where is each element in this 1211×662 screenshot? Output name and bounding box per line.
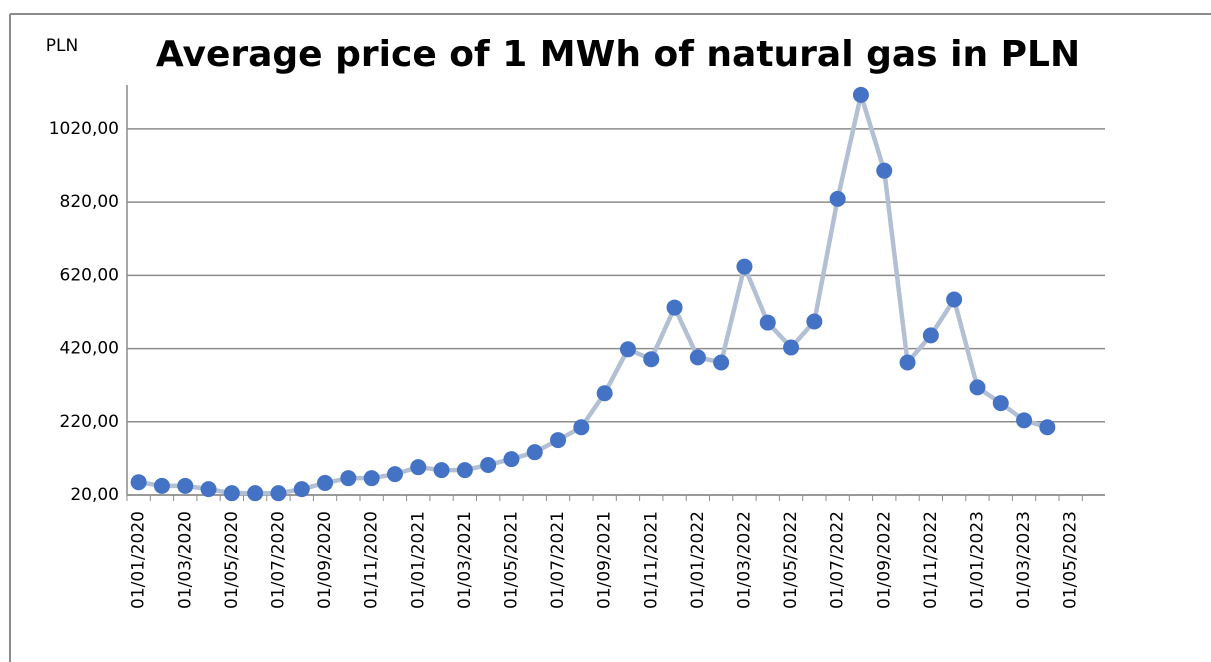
chart-title: Average price of 1 MWh of natural gas in… bbox=[156, 34, 1080, 75]
data-point bbox=[596, 385, 613, 402]
x-tick-label: 01/05/2021 bbox=[501, 511, 521, 609]
data-point bbox=[293, 481, 310, 498]
data-point bbox=[806, 313, 823, 330]
x-tick-label: 01/03/2022 bbox=[734, 511, 754, 609]
y-tick-label: 1020,00 bbox=[49, 119, 119, 139]
data-point bbox=[526, 444, 543, 461]
data-point bbox=[783, 339, 800, 356]
data-point bbox=[223, 485, 240, 502]
x-tick-label: 01/11/2021 bbox=[641, 511, 661, 609]
x-tick-label: 01/07/2022 bbox=[828, 511, 848, 609]
y-tick-label: 220,00 bbox=[60, 412, 119, 432]
data-point bbox=[876, 162, 893, 179]
data-point bbox=[363, 470, 380, 487]
data-point bbox=[317, 474, 334, 491]
data-point bbox=[433, 462, 450, 479]
data-point bbox=[713, 354, 730, 371]
x-tick-label: 01/09/2021 bbox=[595, 511, 615, 609]
data-point bbox=[922, 327, 939, 344]
x-tick-label: 01/01/2023 bbox=[967, 511, 987, 609]
data-point bbox=[550, 432, 567, 449]
data-point bbox=[899, 354, 916, 371]
data-point bbox=[270, 485, 287, 502]
data-point bbox=[829, 190, 846, 207]
data-point bbox=[153, 477, 170, 494]
y-tick-label: 420,00 bbox=[60, 339, 119, 359]
data-point bbox=[619, 341, 636, 358]
x-tick-label: 01/07/2020 bbox=[268, 511, 288, 609]
data-point bbox=[247, 485, 264, 502]
data-point bbox=[177, 477, 194, 494]
data-point bbox=[573, 419, 590, 436]
data-point bbox=[969, 379, 986, 396]
data-point bbox=[759, 314, 776, 331]
x-tick-label: 01/09/2022 bbox=[874, 511, 894, 609]
data-point bbox=[503, 451, 520, 468]
y-tick-label: 20,00 bbox=[70, 485, 119, 505]
data-point bbox=[340, 470, 357, 487]
y-axis-label: PLN bbox=[46, 36, 78, 56]
x-tick-label: 01/03/2020 bbox=[175, 511, 195, 609]
x-tick-label: 01/01/2021 bbox=[408, 511, 428, 609]
data-point bbox=[946, 291, 963, 308]
data-point bbox=[689, 349, 706, 366]
data-point bbox=[1016, 412, 1033, 429]
data-point bbox=[200, 481, 217, 498]
data-point bbox=[1039, 419, 1056, 436]
data-point bbox=[666, 299, 683, 316]
x-tick-label: 01/11/2022 bbox=[921, 511, 941, 609]
x-tick-label: 01/09/2020 bbox=[315, 511, 335, 609]
x-tick-label: 01/03/2023 bbox=[1014, 511, 1034, 609]
x-tick-label: 01/05/2023 bbox=[1061, 511, 1081, 609]
data-point bbox=[852, 86, 869, 103]
x-tick-label: 01/05/2022 bbox=[781, 511, 801, 609]
data-point bbox=[643, 351, 660, 368]
y-tick-label: 820,00 bbox=[60, 192, 119, 212]
x-tick-label: 01/07/2021 bbox=[548, 511, 568, 609]
data-point bbox=[456, 462, 473, 479]
y-tick-label: 620,00 bbox=[60, 265, 119, 285]
data-point bbox=[736, 258, 753, 275]
x-tick-label: 01/11/2020 bbox=[362, 511, 382, 609]
data-point bbox=[992, 395, 1009, 412]
x-tick-label: 01/05/2020 bbox=[222, 511, 242, 609]
series-line bbox=[138, 92, 1048, 496]
data-point bbox=[130, 474, 147, 491]
data-point bbox=[480, 456, 497, 473]
data-point bbox=[410, 459, 427, 476]
data-point bbox=[386, 466, 403, 483]
x-tick-label: 01/01/2020 bbox=[129, 511, 149, 609]
x-tick-label: 01/03/2021 bbox=[455, 511, 475, 609]
x-tick-label: 01/01/2022 bbox=[688, 511, 708, 609]
